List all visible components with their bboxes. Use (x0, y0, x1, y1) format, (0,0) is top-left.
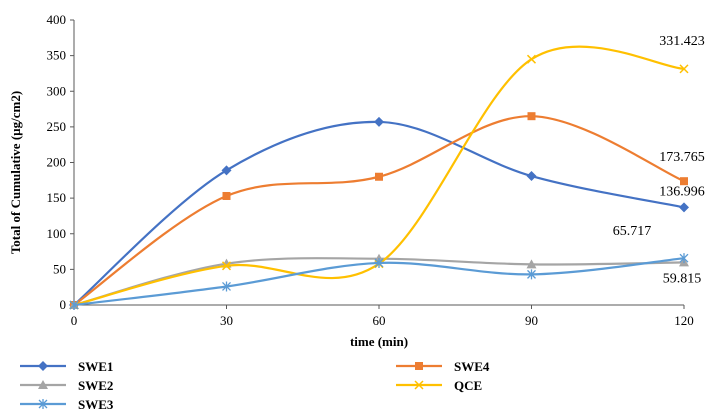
y-tick-label: 50 (53, 261, 66, 276)
x-axis-title: time (min) (350, 334, 408, 349)
legend-swe3-marker (38, 399, 48, 409)
point-swe1-marker (374, 116, 384, 127)
point-qce-marker (679, 64, 689, 74)
series-qce (69, 45, 689, 310)
point-swe1-marker (679, 202, 689, 213)
x-tick-label: 60 (373, 313, 386, 328)
data-label-swe4: 173.765 (659, 150, 705, 165)
legend-qce-marker (414, 380, 424, 390)
point-swe1-marker (221, 165, 232, 176)
x-tick-label: 0 (71, 313, 78, 328)
data-label-swe2: 59.815 (663, 271, 702, 286)
legend-item-qce: QCE (396, 378, 482, 393)
legend-label-swe4: SWE4 (454, 359, 490, 374)
series-swe1 (69, 116, 689, 310)
legend-label-swe2: SWE2 (78, 378, 113, 393)
point-swe4-marker (375, 172, 383, 181)
point-qce-marker (221, 261, 232, 271)
y-tick-label: 0 (60, 297, 67, 312)
legend-label-swe1: SWE1 (78, 359, 113, 374)
point-swe1-marker (526, 171, 537, 182)
x-tick-label: 120 (674, 313, 694, 328)
point-swe3-marker (69, 300, 79, 310)
point-swe4-marker (527, 112, 536, 121)
legend-swe1-marker (38, 361, 48, 371)
data-label-qce: 331.423 (659, 34, 705, 49)
legend-item-swe4: SWE4 (396, 359, 490, 374)
point-swe3-marker (374, 257, 384, 268)
y-tick-label: 150 (47, 190, 67, 205)
data-label-swe3: 65.717 (613, 224, 652, 239)
legend: SWE1 SWE4 SWE2 QCE SWE3 (20, 359, 490, 412)
point-swe3-marker (222, 281, 231, 292)
x-tick-label: 30 (220, 313, 233, 328)
legend-item-swe1: SWE1 (20, 359, 113, 374)
x-tick-label: 90 (525, 313, 538, 328)
legend-swe2-marker (38, 380, 48, 389)
point-swe4-marker (222, 191, 231, 200)
series-swe3 (69, 253, 689, 310)
point-swe2-marker (526, 259, 537, 269)
y-tick-label: 200 (47, 155, 67, 170)
y-tick-label: 250 (47, 119, 67, 134)
legend-item-swe3: SWE3 (20, 397, 114, 412)
y-tick-label: 300 (47, 83, 67, 98)
y-tick-label: 400 (47, 12, 67, 27)
point-swe3-marker (527, 269, 536, 280)
legend-label-qce: QCE (454, 378, 482, 393)
axes: 0 50 100 150 200 250 300 350 400 0 30 60 90 120 time (… (8, 12, 694, 349)
point-swe3-marker (679, 253, 689, 264)
legend-label-swe3: SWE3 (78, 397, 114, 412)
data-labels: 331.423 173.765 136.996 65.717 59.815 (613, 34, 705, 287)
legend-item-swe2: SWE2 (20, 378, 113, 393)
point-qce-marker (526, 54, 537, 64)
y-axis-title: Total of Cumulative (µg/cm2) (8, 91, 23, 254)
legend-swe4-marker (415, 362, 423, 370)
y-tick-label: 100 (47, 226, 67, 241)
series-layer (69, 45, 689, 310)
point-swe4-marker (680, 177, 688, 186)
series-line-qce (73, 45, 685, 307)
data-label-swe1: 136.996 (659, 184, 705, 199)
y-tick-label: 350 (47, 48, 67, 63)
